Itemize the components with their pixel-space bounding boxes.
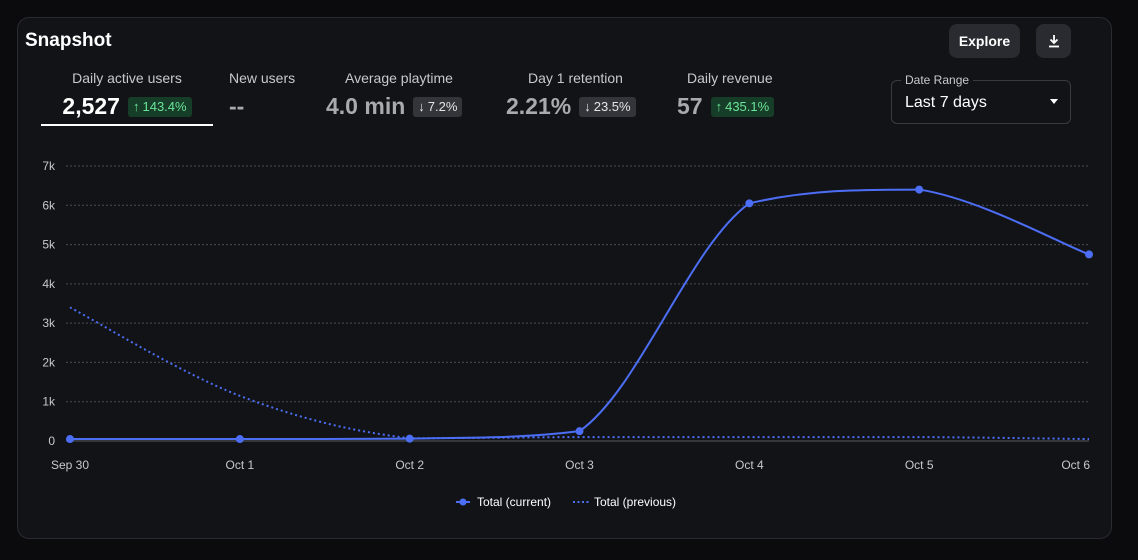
- snapshot-card: [17, 17, 1112, 539]
- y-tick-label: 7k: [42, 159, 56, 173]
- arrow-down-icon: ↓: [418, 99, 425, 114]
- x-tick-label: Oct 3: [565, 458, 594, 472]
- change-value: 7.2%: [427, 99, 458, 114]
- y-tick-label: 2k: [42, 355, 56, 369]
- x-tick-label: Oct 1: [225, 458, 254, 472]
- date-range-select[interactable]: Date Range Last 7 days: [891, 73, 1071, 124]
- metric-average-playtime[interactable]: Average playtime 4.0 min ↓ 7.2%: [326, 70, 463, 120]
- legend-label-previous: Total (previous): [594, 495, 676, 509]
- data-point-current[interactable]: [745, 199, 754, 208]
- data-point-current[interactable]: [575, 427, 584, 436]
- x-tick-label: Oct 5: [905, 458, 934, 472]
- download-icon: [1048, 35, 1059, 48]
- y-tick-label: 4k: [42, 277, 56, 291]
- change-badge: ↑ 435.1%: [710, 96, 775, 117]
- metric-day1-retention[interactable]: Day 1 retention 2.21% ↓ 23.5%: [506, 70, 636, 120]
- caret-down-icon: [1050, 99, 1058, 104]
- download-button[interactable]: [1036, 24, 1071, 58]
- y-tick-label: 6k: [42, 198, 56, 212]
- metric-value: 4.0 min: [326, 93, 406, 119]
- metric-label: Day 1 retention: [528, 70, 623, 86]
- data-point-current[interactable]: [66, 435, 74, 444]
- active-tab-underline: [41, 124, 213, 126]
- y-tick-label: 1k: [42, 395, 56, 409]
- legend-label-current: Total (current): [477, 495, 551, 509]
- data-point-current[interactable]: [915, 185, 924, 194]
- change-value: 23.5%: [593, 99, 631, 114]
- metric-label: Daily revenue: [687, 70, 773, 86]
- legend-item-previous[interactable]: Total (previous): [573, 495, 676, 509]
- y-tick-label: 3k: [42, 316, 56, 330]
- x-tick-label: Oct 4: [735, 458, 764, 472]
- series-line-previous: [69, 306, 1090, 441]
- data-point-current[interactable]: [235, 435, 244, 444]
- date-range-label: Date Range: [901, 73, 974, 87]
- data-point-current[interactable]: [1085, 250, 1093, 259]
- change-value: 435.1%: [725, 99, 770, 114]
- x-tick-label: Sep 30: [51, 458, 89, 472]
- metric-value: 2.21%: [506, 93, 572, 119]
- change-badge: ↓ 23.5%: [579, 96, 636, 117]
- card-title: Snapshot: [25, 30, 112, 51]
- arrow-up-icon: ↑: [132, 99, 140, 114]
- metric-label: Average playtime: [345, 70, 453, 86]
- change-badge: ↓ 7.2%: [413, 96, 463, 117]
- arrow-up-icon: ↑: [715, 99, 723, 114]
- metric-daily-active-users[interactable]: Daily active users 2,527 ↑ 143.4%: [41, 70, 213, 120]
- metric-value: 57: [677, 93, 703, 119]
- metric-label: Daily active users: [72, 70, 182, 86]
- chart-legend: Total (current) Total (previous): [456, 495, 676, 509]
- date-range-value: Last 7 days: [905, 94, 987, 111]
- data-point-current[interactable]: [405, 434, 414, 443]
- metric-value: --: [229, 93, 245, 119]
- x-tick-label: Oct 2: [395, 458, 424, 472]
- change-badge: ↑ 143.4%: [127, 96, 192, 117]
- metric-new-users[interactable]: New users --: [229, 70, 295, 120]
- arrow-down-icon: ↓: [584, 99, 591, 114]
- explore-button[interactable]: Explore: [949, 24, 1020, 58]
- metric-value: 2,527: [62, 93, 120, 119]
- metric-label: New users: [229, 70, 296, 86]
- x-tick-label: Oct 6: [1061, 458, 1090, 472]
- metric-daily-revenue[interactable]: Daily revenue 57 ↑ 435.1%: [677, 70, 775, 120]
- y-tick-label: 5k: [42, 238, 56, 252]
- change-value: 143.4%: [142, 99, 187, 114]
- y-tick-label: 0: [48, 434, 55, 448]
- legend-item-current[interactable]: Total (current): [456, 495, 551, 509]
